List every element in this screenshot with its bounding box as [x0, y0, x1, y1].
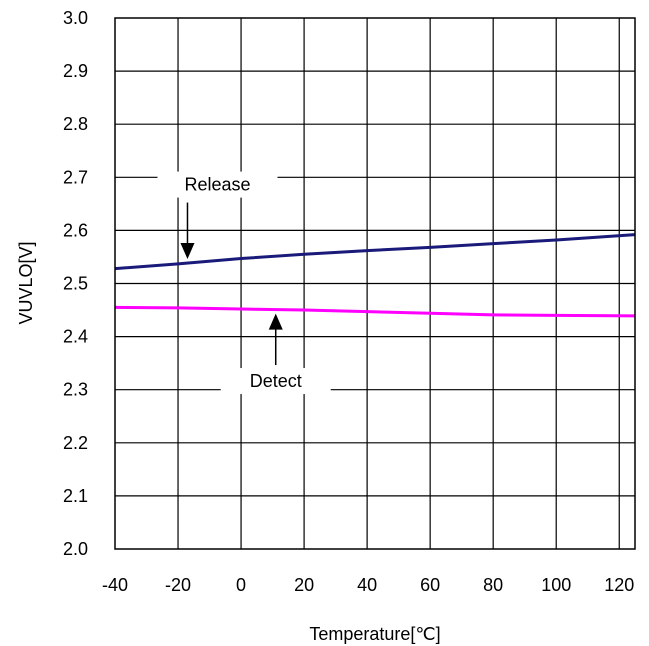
x-tick-label: 80 [483, 575, 503, 595]
x-tick-label: 20 [294, 575, 314, 595]
y-tick-label: 2.2 [63, 433, 88, 453]
x-tick-label: -40 [102, 575, 128, 595]
x-tick-label: 120 [604, 575, 634, 595]
y-axis-title: VUVLO[V] [16, 241, 36, 324]
y-tick-label: 2.4 [63, 327, 88, 347]
series-release-line [114, 233, 636, 271]
x-tick-label: 60 [420, 575, 440, 595]
series-lines [114, 233, 636, 318]
release-label: Release [184, 175, 250, 195]
annotations: Release Detect [157, 171, 331, 395]
x-tick-label: -20 [165, 575, 191, 595]
detect-label: Detect [250, 371, 302, 391]
plot-frame [114, 17, 636, 550]
detect-label-bg [220, 368, 331, 395]
y-tick-label: 2.8 [63, 114, 88, 134]
x-tick-label: 40 [357, 575, 377, 595]
y-tick-label: 2.0 [63, 539, 88, 559]
y-tick-label: 2.9 [63, 61, 88, 81]
y-tick-label: 2.3 [63, 380, 88, 400]
y-tick-labels: 2.0 2.1 2.2 2.3 2.4 2.5 2.6 2.7 2.8 2.9 3.0 [63, 8, 88, 559]
x-tick-labels: -40 -20 0 20 40 60 80 100 120 [102, 575, 634, 595]
grid-lines [115, 18, 635, 549]
y-tick-label: 2.7 [63, 167, 88, 187]
series-detect-line [114, 305, 636, 318]
y-tick-label: 2.5 [63, 274, 88, 294]
y-tick-label: 3.0 [63, 8, 88, 28]
x-tick-label: 0 [236, 575, 246, 595]
release-arrow-head [180, 243, 195, 260]
y-tick-label: 2.6 [63, 220, 88, 240]
y-tick-label: 2.1 [63, 486, 88, 506]
x-tick-label: 100 [541, 575, 571, 595]
release-label-bg [157, 171, 278, 198]
x-axis-title: Temperature[℃] [309, 624, 440, 644]
detect-arrow-head [268, 313, 283, 330]
